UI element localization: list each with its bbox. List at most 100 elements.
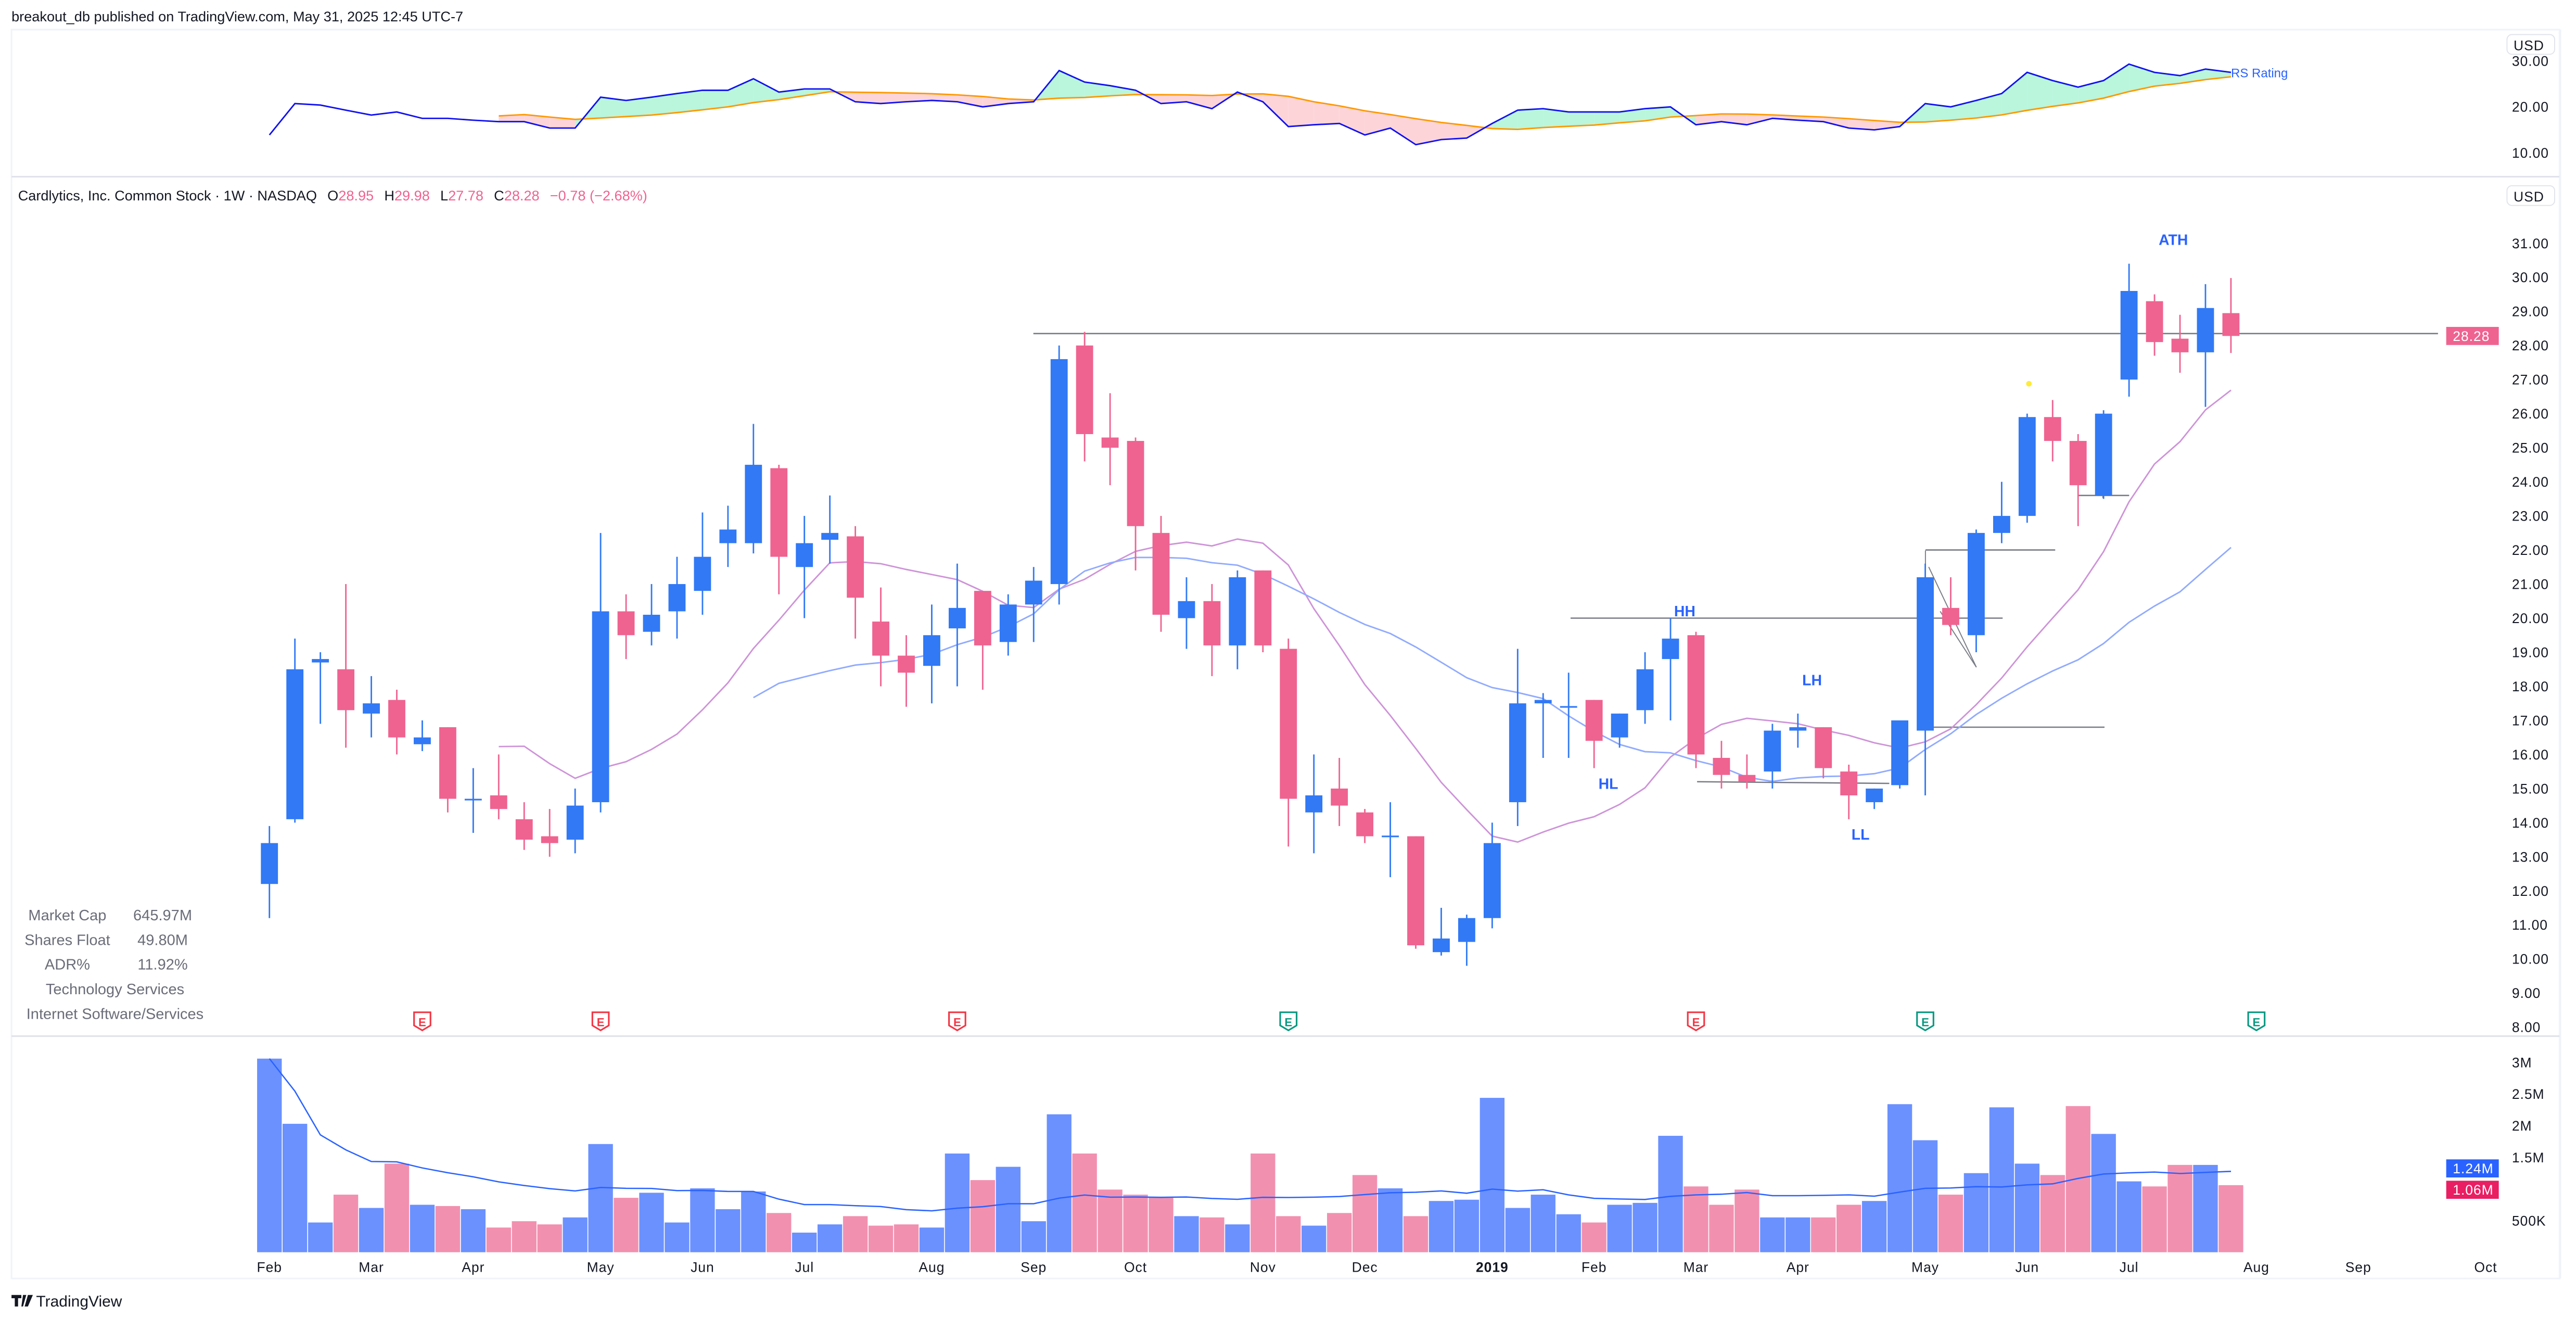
rs-fill	[855, 92, 881, 104]
candle	[337, 584, 354, 748]
time-axis-label: Oct	[1124, 1260, 1147, 1275]
volume-bar	[283, 1123, 308, 1252]
rs-fill	[1390, 115, 1416, 145]
rs-fill	[1976, 93, 2002, 118]
candle	[1305, 754, 1323, 854]
candle	[1866, 788, 1883, 809]
tradingview-logo[interactable]: TradingView	[11, 1293, 122, 1310]
time-axis-label: May	[587, 1260, 615, 1275]
volume-bar	[1047, 1114, 1072, 1252]
candle-body	[1331, 788, 1348, 806]
candle-body	[388, 700, 405, 738]
volume-last-badge: 1.06M	[2446, 1181, 2499, 1199]
volume-bar	[741, 1191, 766, 1252]
volume-bar	[563, 1217, 588, 1252]
annotation-hl: HL	[1599, 776, 1618, 792]
earnings-marker[interactable]: E	[1279, 1011, 1298, 1032]
volume-pane[interactable]	[257, 1058, 2243, 1252]
candle-body	[948, 607, 966, 629]
volume-bar	[970, 1180, 996, 1252]
candle	[1433, 908, 1450, 956]
candle	[948, 563, 966, 687]
stat-label: Shares Float	[24, 932, 110, 948]
currency-button-price[interactable]: USD	[2506, 185, 2555, 206]
candle-body	[770, 468, 788, 557]
sector-label: Technology Services	[46, 981, 184, 998]
volume-bar	[2040, 1175, 2065, 1252]
signal-dot	[2026, 381, 2032, 387]
time-axis-label: Sep	[1021, 1260, 1047, 1275]
candle-body	[1585, 700, 1603, 741]
low-label: L	[440, 187, 448, 204]
earnings-label: E	[1692, 1016, 1700, 1029]
price-scale[interactable]: 30.00 20.00 10.00 31.00 30.00 29.00 28.00 27.00…	[2446, 53, 2549, 1228]
candle-body	[1968, 533, 1985, 636]
annotation-hh: HH	[1674, 603, 1695, 620]
candle-body	[2146, 301, 2163, 343]
candle	[821, 495, 839, 564]
candle-body	[2095, 413, 2112, 496]
candle-body	[1636, 669, 1654, 711]
volume-bar	[1989, 1107, 2014, 1252]
volume-bar	[665, 1222, 690, 1252]
candle-body	[1917, 577, 1934, 731]
candle	[1738, 754, 1756, 789]
time-scale[interactable]: Feb Mar Apr May Jun Jul Aug Sep Oct Nov Dec 2019 Feb…	[257, 1260, 2497, 1275]
candle	[1713, 741, 1730, 789]
volume-bar	[996, 1167, 1021, 1252]
candle	[770, 464, 788, 594]
stats-table: Market Cap 645.97M Shares Float 49.80M A…	[24, 907, 203, 1022]
time-axis-label: Jun	[691, 1260, 715, 1275]
volume-last-badge-bg	[2446, 1181, 2499, 1199]
rs-fill	[1543, 108, 1569, 128]
volume-bar	[1760, 1217, 1785, 1252]
rs-fill	[1186, 95, 1212, 109]
volume-bar	[2014, 1163, 2040, 1252]
volume-bar	[1735, 1189, 1759, 1252]
price-axis-tick: 18.00	[2512, 679, 2549, 694]
volume-bar	[1200, 1217, 1225, 1252]
symbol-legend[interactable]: Cardlytics, Inc. Common Stock · 1W · NAS…	[18, 187, 647, 204]
earnings-marker[interactable]: E	[2247, 1011, 2266, 1032]
candle-body	[1280, 649, 1297, 799]
price-axis-tick: 13.00	[2512, 849, 2549, 865]
candle-body	[923, 635, 940, 666]
earnings-marker[interactable]: E	[1687, 1011, 1705, 1032]
earnings-icon	[591, 1011, 610, 1032]
volume-bar	[2065, 1106, 2090, 1252]
candle-body	[796, 543, 813, 567]
earnings-marker[interactable]: E	[1916, 1011, 1934, 1032]
candle-body	[1993, 516, 2010, 533]
rs-rating-pane[interactable]	[269, 63, 2231, 146]
candle	[2171, 314, 2189, 373]
candle-body	[1942, 607, 1959, 625]
time-axis-label: Aug	[919, 1260, 945, 1275]
candle	[2095, 410, 2112, 499]
candle-body	[1713, 757, 1730, 775]
candle-body	[745, 464, 762, 543]
candle	[1993, 481, 2010, 543]
candle-body	[719, 529, 737, 543]
earnings-label: E	[418, 1016, 426, 1029]
price-axis-tick: 23.00	[2512, 509, 2549, 524]
candle-body	[1611, 713, 1628, 738]
earnings-marker[interactable]: E	[591, 1011, 610, 1032]
volume-bar	[2142, 1186, 2167, 1252]
time-axis-label: Apr	[462, 1260, 484, 1275]
candle-body	[566, 805, 584, 840]
volume-bar	[461, 1209, 486, 1252]
candle-body	[1866, 788, 1883, 803]
candle-body	[363, 703, 380, 714]
candle-body	[643, 614, 660, 632]
price-axis-tick: 10.00	[2512, 952, 2549, 967]
earnings-marker[interactable]: E	[413, 1011, 431, 1032]
volume-bar	[716, 1209, 741, 1252]
currency-button-rs[interactable]: USD	[2506, 34, 2555, 55]
low-value: 27.78	[448, 187, 483, 204]
earnings-marker[interactable]: E	[948, 1011, 966, 1032]
earnings-icon	[2247, 1011, 2266, 1032]
candle-body	[668, 584, 686, 612]
volume-bar	[639, 1193, 664, 1252]
